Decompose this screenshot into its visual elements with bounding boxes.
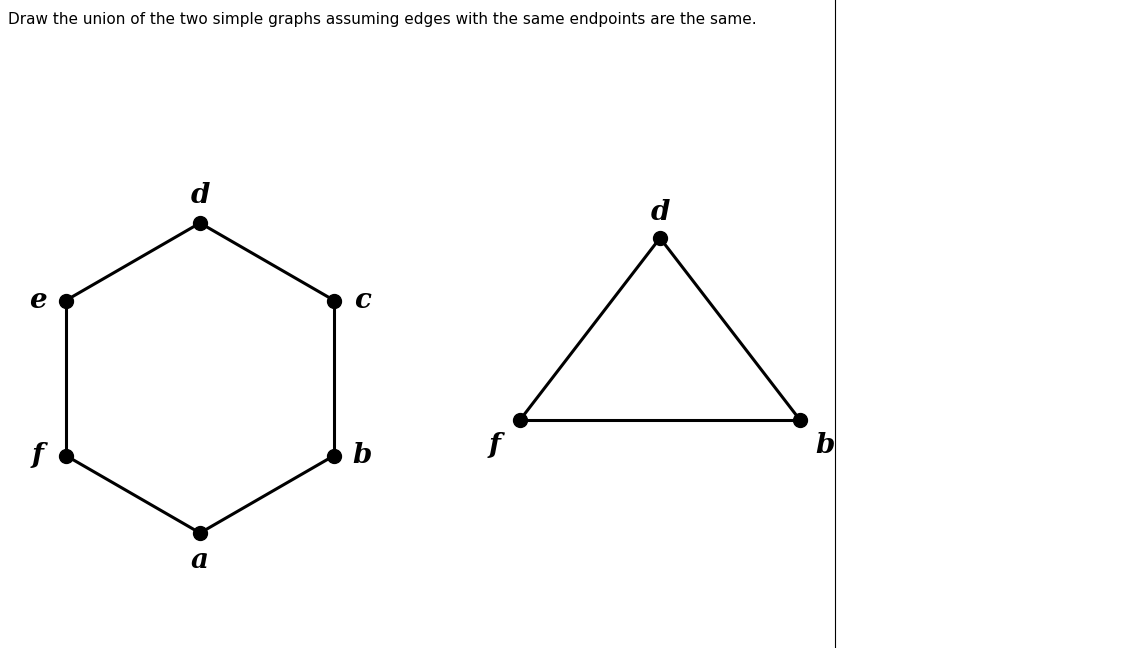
Text: f: f	[488, 432, 501, 459]
Text: a: a	[191, 548, 209, 574]
Text: d: d	[651, 200, 670, 226]
Text: b: b	[816, 432, 835, 459]
Text: f: f	[32, 442, 44, 469]
Text: b: b	[352, 442, 372, 469]
Text: e: e	[29, 287, 46, 314]
Text: d: d	[191, 181, 210, 209]
Text: Draw the union of the two simple graphs assuming edges with the same endpoints a: Draw the union of the two simple graphs …	[8, 12, 757, 27]
Text: c: c	[354, 287, 371, 314]
